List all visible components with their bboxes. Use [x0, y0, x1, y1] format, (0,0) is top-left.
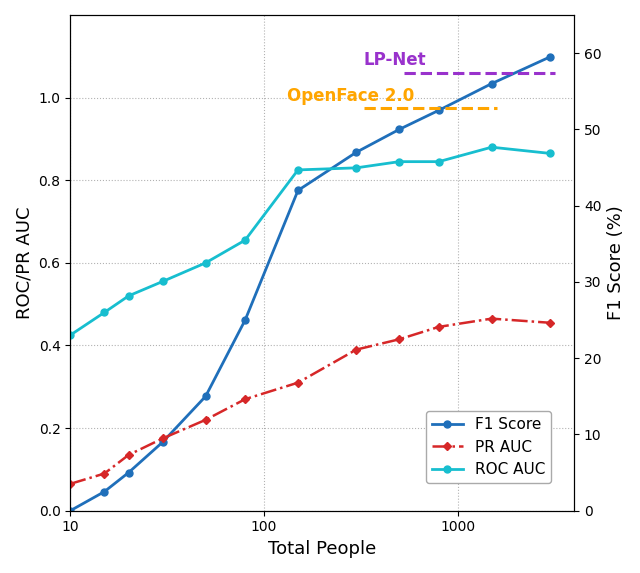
Text: OpenFace 2.0: OpenFace 2.0 — [287, 87, 415, 104]
F1 Score — [100, 488, 108, 495]
F1 Score — [435, 107, 443, 114]
ROC AUC — [100, 309, 108, 316]
ROC AUC — [67, 332, 74, 339]
ROC AUC — [435, 158, 443, 165]
ROC AUC — [546, 150, 554, 157]
ROC AUC — [159, 278, 166, 285]
Y-axis label: F1 Score (%): F1 Score (%) — [607, 206, 625, 320]
ROC AUC — [396, 158, 403, 165]
ROC AUC — [202, 260, 209, 266]
Line: F1 Score: F1 Score — [67, 53, 554, 514]
PR AUC — [241, 396, 249, 403]
Line: PR AUC: PR AUC — [67, 316, 553, 486]
F1 Score — [159, 439, 166, 446]
ROC AUC — [353, 164, 360, 171]
PR AUC — [353, 346, 360, 353]
PR AUC — [67, 480, 74, 487]
PR AUC — [125, 452, 132, 458]
F1 Score — [67, 507, 74, 514]
Legend: F1 Score, PR AUC, ROC AUC: F1 Score, PR AUC, ROC AUC — [426, 411, 551, 483]
F1 Score — [353, 149, 360, 156]
F1 Score — [488, 80, 495, 87]
F1 Score — [396, 126, 403, 133]
ROC AUC — [241, 237, 249, 244]
F1 Score — [241, 317, 249, 324]
F1 Score — [294, 187, 302, 194]
PR AUC — [435, 323, 443, 330]
PR AUC — [159, 435, 166, 442]
PR AUC — [100, 470, 108, 477]
ROC AUC — [125, 292, 132, 299]
F1 Score — [202, 393, 209, 400]
Line: ROC AUC: ROC AUC — [67, 144, 554, 339]
PR AUC — [396, 336, 403, 343]
F1 Score — [125, 469, 132, 476]
X-axis label: Total People: Total People — [268, 540, 376, 558]
PR AUC — [546, 319, 554, 326]
Text: LP-Net: LP-Net — [364, 52, 427, 69]
PR AUC — [202, 417, 209, 423]
ROC AUC — [488, 144, 495, 151]
Y-axis label: ROC/PR AUC: ROC/PR AUC — [15, 207, 33, 319]
F1 Score — [546, 53, 554, 60]
PR AUC — [294, 379, 302, 386]
ROC AUC — [294, 167, 302, 174]
PR AUC — [488, 315, 495, 322]
